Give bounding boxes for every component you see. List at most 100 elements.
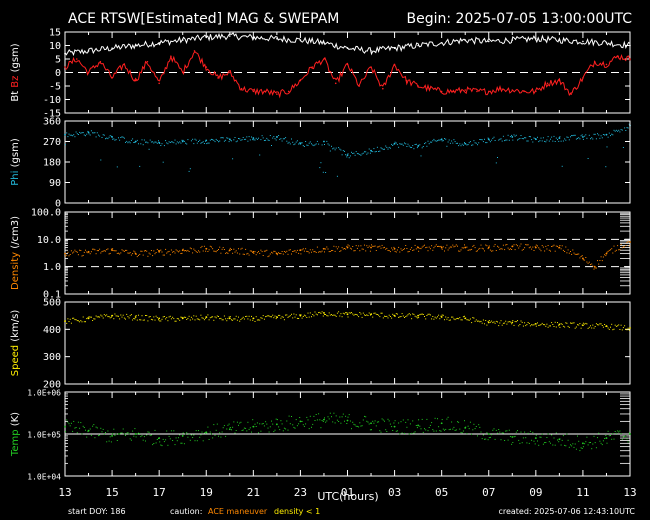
sample-dot <box>235 141 237 143</box>
sample-dot <box>371 150 372 152</box>
sample-dot <box>522 138 524 140</box>
sample-dot <box>349 420 351 422</box>
sample-dot <box>566 252 568 254</box>
sample-dot <box>402 419 404 421</box>
sample-dot <box>407 251 409 253</box>
sample-dot <box>433 430 435 432</box>
sample-dot <box>341 154 343 156</box>
sample-dot <box>98 435 99 437</box>
sample-dot <box>504 440 506 441</box>
sample-dot <box>392 249 394 251</box>
sample-dot <box>557 322 558 324</box>
sample-dot <box>182 317 184 319</box>
sample-dot <box>460 249 462 251</box>
sample-dot <box>194 319 196 321</box>
sample-dot <box>511 323 513 325</box>
sample-dot <box>382 317 384 319</box>
sample-dot <box>179 319 181 321</box>
sample-dot <box>493 136 495 138</box>
sample-dot <box>620 129 622 131</box>
sample-dot <box>328 251 330 253</box>
sample-dot <box>525 437 527 439</box>
sample-dot <box>342 413 344 415</box>
sample-dot <box>123 317 125 319</box>
sample-dot <box>386 146 388 148</box>
sample-dot <box>139 319 141 321</box>
sample-dot <box>196 318 198 320</box>
sample-dot <box>590 325 591 327</box>
sample-dot <box>227 252 229 254</box>
sample-dot <box>378 246 380 248</box>
sample-dot <box>93 248 95 250</box>
sample-dot <box>128 252 130 254</box>
sample-dot <box>105 250 106 252</box>
sample-dot <box>181 252 183 254</box>
sample-dot <box>600 135 602 137</box>
sample-dot <box>90 316 92 318</box>
data-point <box>276 93 278 95</box>
sample-dot <box>359 154 361 155</box>
sample-dot <box>354 250 356 252</box>
sample-dot <box>627 441 629 443</box>
data-point <box>87 131 90 134</box>
sample-dot <box>268 140 270 141</box>
sample-dot <box>192 437 194 438</box>
sample-dot <box>378 421 380 423</box>
sample-dot <box>418 419 420 421</box>
sample-dot <box>366 245 368 247</box>
x-tick-label: 05 <box>435 486 448 499</box>
sample-dot <box>519 138 521 139</box>
sample-dot <box>535 325 537 327</box>
sample-dot <box>472 429 474 431</box>
sample-dot <box>537 440 538 442</box>
sample-dot <box>575 448 577 450</box>
sample-dot <box>235 250 237 252</box>
sample-dot <box>362 419 364 421</box>
sample-dot <box>287 429 289 431</box>
sample-dot <box>518 247 520 249</box>
sample-dot <box>449 142 451 144</box>
sample-dot <box>132 319 134 321</box>
sample-dot <box>471 322 473 324</box>
sample-dot <box>524 322 526 324</box>
sample-dot <box>313 145 315 147</box>
sample-dot <box>174 252 176 254</box>
sample-dot <box>521 321 523 323</box>
sample-dot <box>398 246 400 248</box>
sample-dot <box>121 432 123 434</box>
sample-dot <box>246 253 248 255</box>
sample-dot <box>309 249 311 251</box>
sample-dot <box>561 439 563 441</box>
sample-dot <box>272 137 274 139</box>
sample-dot <box>166 430 168 432</box>
sample-dot <box>185 142 187 144</box>
sample-dot <box>318 413 320 415</box>
sample-dot <box>578 324 580 326</box>
sample-dot <box>208 319 210 321</box>
sample-dot <box>305 315 307 317</box>
sample-dot <box>123 433 125 435</box>
sample-dot <box>577 435 578 437</box>
sample-dot <box>467 425 469 427</box>
sample-dot <box>275 252 277 254</box>
sample-dot <box>236 319 238 321</box>
sample-dot <box>313 415 315 417</box>
sample-dot <box>574 253 576 255</box>
sample-dot <box>273 136 275 138</box>
sample-dot <box>156 317 158 319</box>
sample-dot <box>247 140 249 142</box>
sample-dot <box>379 316 381 318</box>
data-point <box>323 418 325 421</box>
sample-dot <box>279 253 281 254</box>
sample-dot <box>100 314 102 316</box>
sample-dot <box>421 147 423 149</box>
sample-dot <box>239 138 241 140</box>
sample-dot <box>360 154 362 156</box>
sample-dot <box>604 324 606 325</box>
sample-dot <box>613 438 615 440</box>
sample-dot <box>512 442 514 443</box>
sample-dot <box>106 314 108 316</box>
sample-dot <box>301 142 303 144</box>
sample-dot <box>300 421 302 422</box>
sample-dot <box>241 139 243 141</box>
